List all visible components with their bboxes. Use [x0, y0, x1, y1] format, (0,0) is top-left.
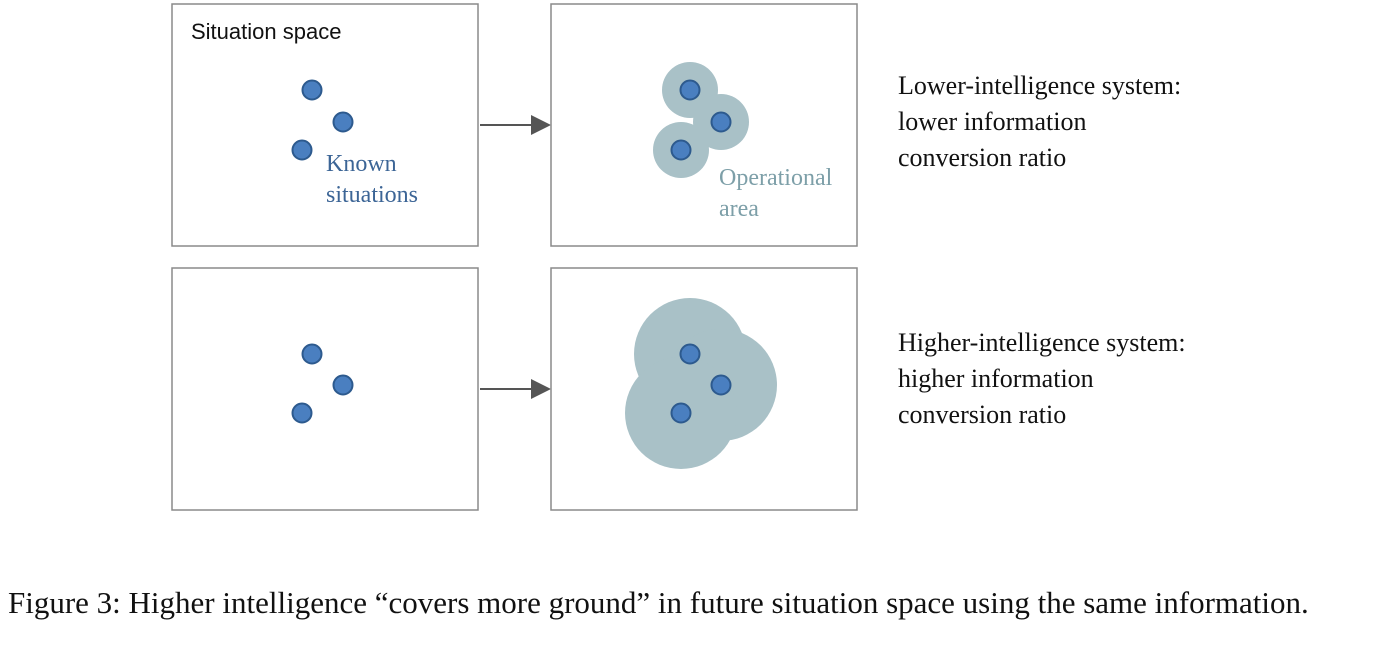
figure-caption: Figure 3: Higher intelligence “covers mo… — [8, 585, 1309, 620]
description-line: lower information — [898, 107, 1087, 136]
known-situation-dot — [291, 139, 313, 161]
known-situation-dot — [710, 374, 732, 396]
operational-area-label-line2: area — [719, 196, 759, 222]
description-line: Higher-intelligence system: — [898, 328, 1186, 357]
known-situation-dot — [679, 79, 701, 101]
known-situation-dot — [679, 343, 701, 365]
known-situations-label-line1: Known — [326, 151, 397, 177]
known-situation-dot — [710, 111, 732, 133]
known-situation-dot — [301, 79, 323, 101]
description-line: Lower-intelligence system: — [898, 71, 1182, 100]
known-situation-dot — [291, 402, 313, 424]
situation-space-label: Situation space — [191, 19, 341, 44]
higher-intelligence-description: Higher-intelligence system: higher infor… — [898, 325, 1186, 433]
known-situation-dot — [670, 402, 692, 424]
known-situations-label-line2: situations — [326, 182, 418, 208]
situation-space-box-top — [171, 3, 479, 247]
operational-box-top — [550, 3, 858, 247]
known-situation-dot — [670, 139, 692, 161]
diagram-canvas: Situation space Known situations Operati… — [171, 3, 858, 511]
known-situation-dot — [301, 343, 323, 365]
operational-box-bottom — [550, 267, 858, 511]
situation-space-box-bottom — [171, 267, 479, 511]
operational-area-label-line1: Operational — [719, 165, 833, 191]
description-line: higher information — [898, 364, 1094, 393]
description-line: conversion ratio — [898, 143, 1067, 172]
known-situation-dot — [332, 374, 354, 396]
known-situation-dot — [332, 111, 354, 133]
description-line: conversion ratio — [898, 400, 1067, 429]
lower-intelligence-description: Lower-intelligence system: lower informa… — [898, 68, 1181, 176]
